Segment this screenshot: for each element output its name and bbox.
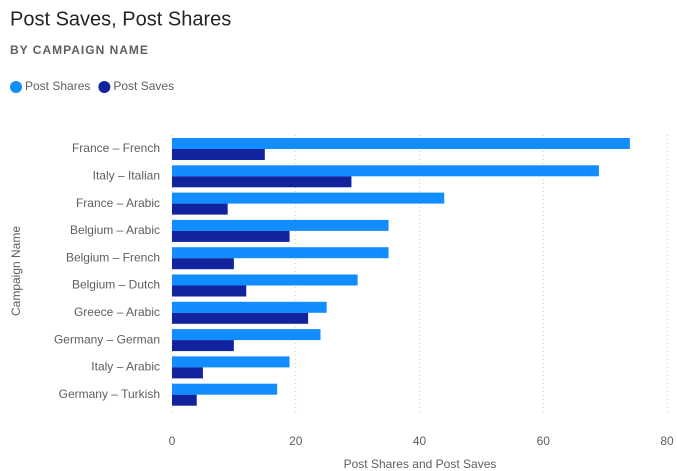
- chart-subtitle: BY CAMPAIGN NAME: [10, 43, 149, 57]
- bar: [172, 247, 389, 259]
- bar: [172, 274, 358, 286]
- bar: [172, 219, 389, 231]
- bar: [172, 329, 321, 341]
- bar: [172, 301, 327, 313]
- bar: [172, 367, 203, 379]
- y-tick-label: Belgium – French: [66, 250, 160, 264]
- bar: [172, 394, 197, 406]
- x-axis-title: Post Shares and Post Saves: [344, 457, 497, 471]
- x-tick-label: 80: [660, 434, 674, 448]
- bar: [172, 340, 234, 352]
- bar: [172, 176, 352, 188]
- y-tick-label: France – Arabic: [76, 196, 160, 210]
- bar: [172, 165, 599, 177]
- bar: [172, 192, 445, 204]
- bar: [172, 203, 228, 215]
- x-tick-label: 0: [169, 434, 176, 448]
- x-tick-label: 40: [413, 434, 427, 448]
- x-tick-label: 20: [289, 434, 303, 448]
- chart-title: Post Saves, Post Shares: [10, 8, 231, 30]
- bar: [172, 138, 630, 149]
- legend-marker: [10, 81, 22, 93]
- y-tick-label: Greece – Arabic: [74, 305, 160, 319]
- bar: [172, 258, 234, 270]
- bar: [172, 285, 247, 297]
- x-tick-label: 60: [537, 434, 551, 448]
- bar: [172, 356, 290, 368]
- y-axis-title: Campaign Name: [9, 226, 23, 316]
- bar: [172, 383, 278, 395]
- y-tick-label: Germany – Turkish: [59, 387, 160, 401]
- y-tick-label: France – French: [72, 141, 160, 155]
- y-tick-label: Italy – Arabic: [91, 360, 160, 374]
- bar: [172, 312, 309, 324]
- legend-label: Post Shares: [25, 79, 90, 93]
- y-tick-label: Belgium – Arabic: [70, 223, 160, 237]
- legend-label: Post Saves: [113, 79, 174, 93]
- y-tick-label: Belgium – Dutch: [72, 278, 160, 292]
- y-tick-label: Italy – Italian: [93, 168, 160, 182]
- legend-marker: [98, 81, 111, 93]
- bar: [172, 230, 290, 242]
- y-tick-label: Germany – German: [54, 332, 160, 346]
- bar: [172, 149, 265, 160]
